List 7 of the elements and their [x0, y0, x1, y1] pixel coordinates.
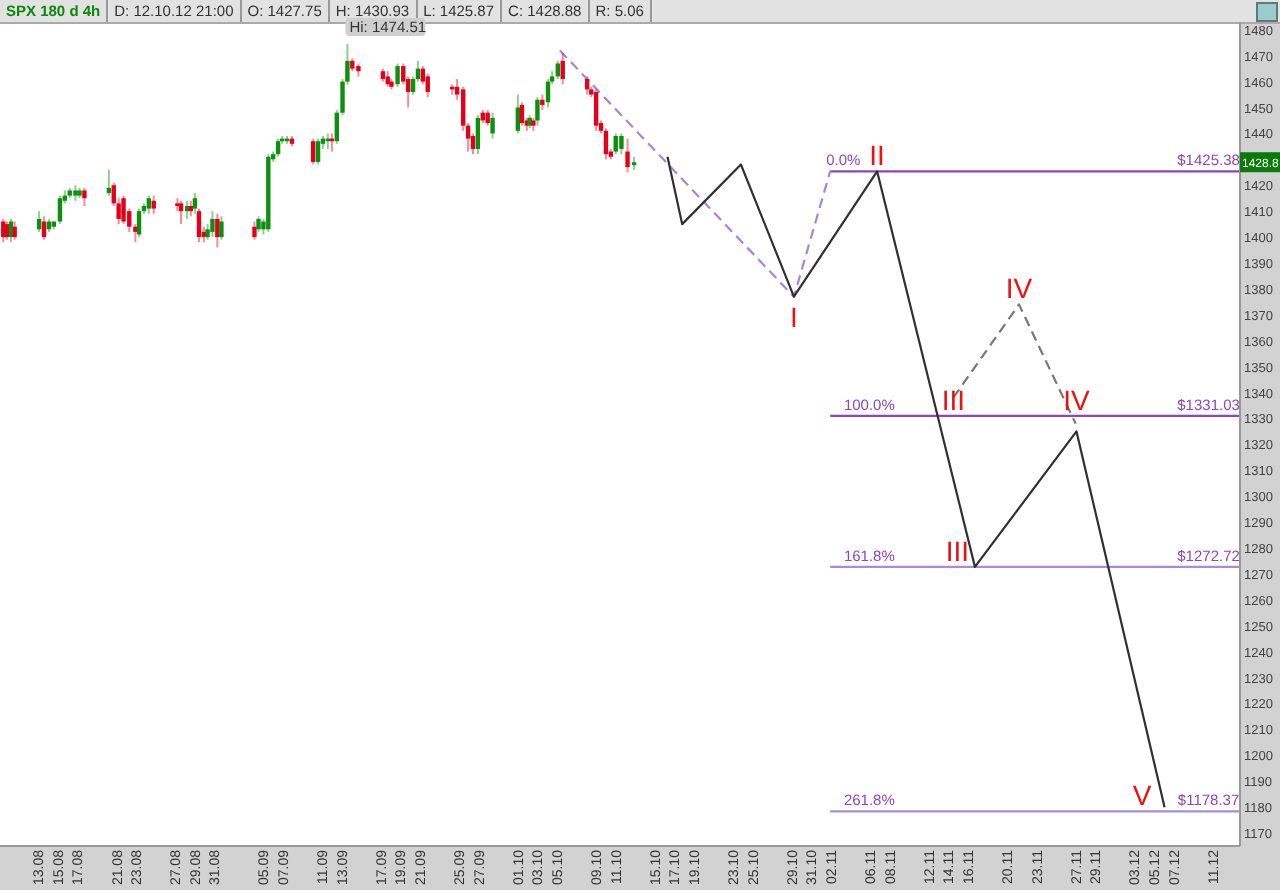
annotation: I — [790, 300, 798, 333]
annotation: IV — [1063, 383, 1092, 416]
annotation: IV — [1005, 272, 1034, 305]
annotation: II — [869, 139, 885, 172]
annotation: III — [945, 534, 970, 567]
annotation: III — [941, 383, 966, 416]
annotation: V — [1132, 779, 1153, 812]
